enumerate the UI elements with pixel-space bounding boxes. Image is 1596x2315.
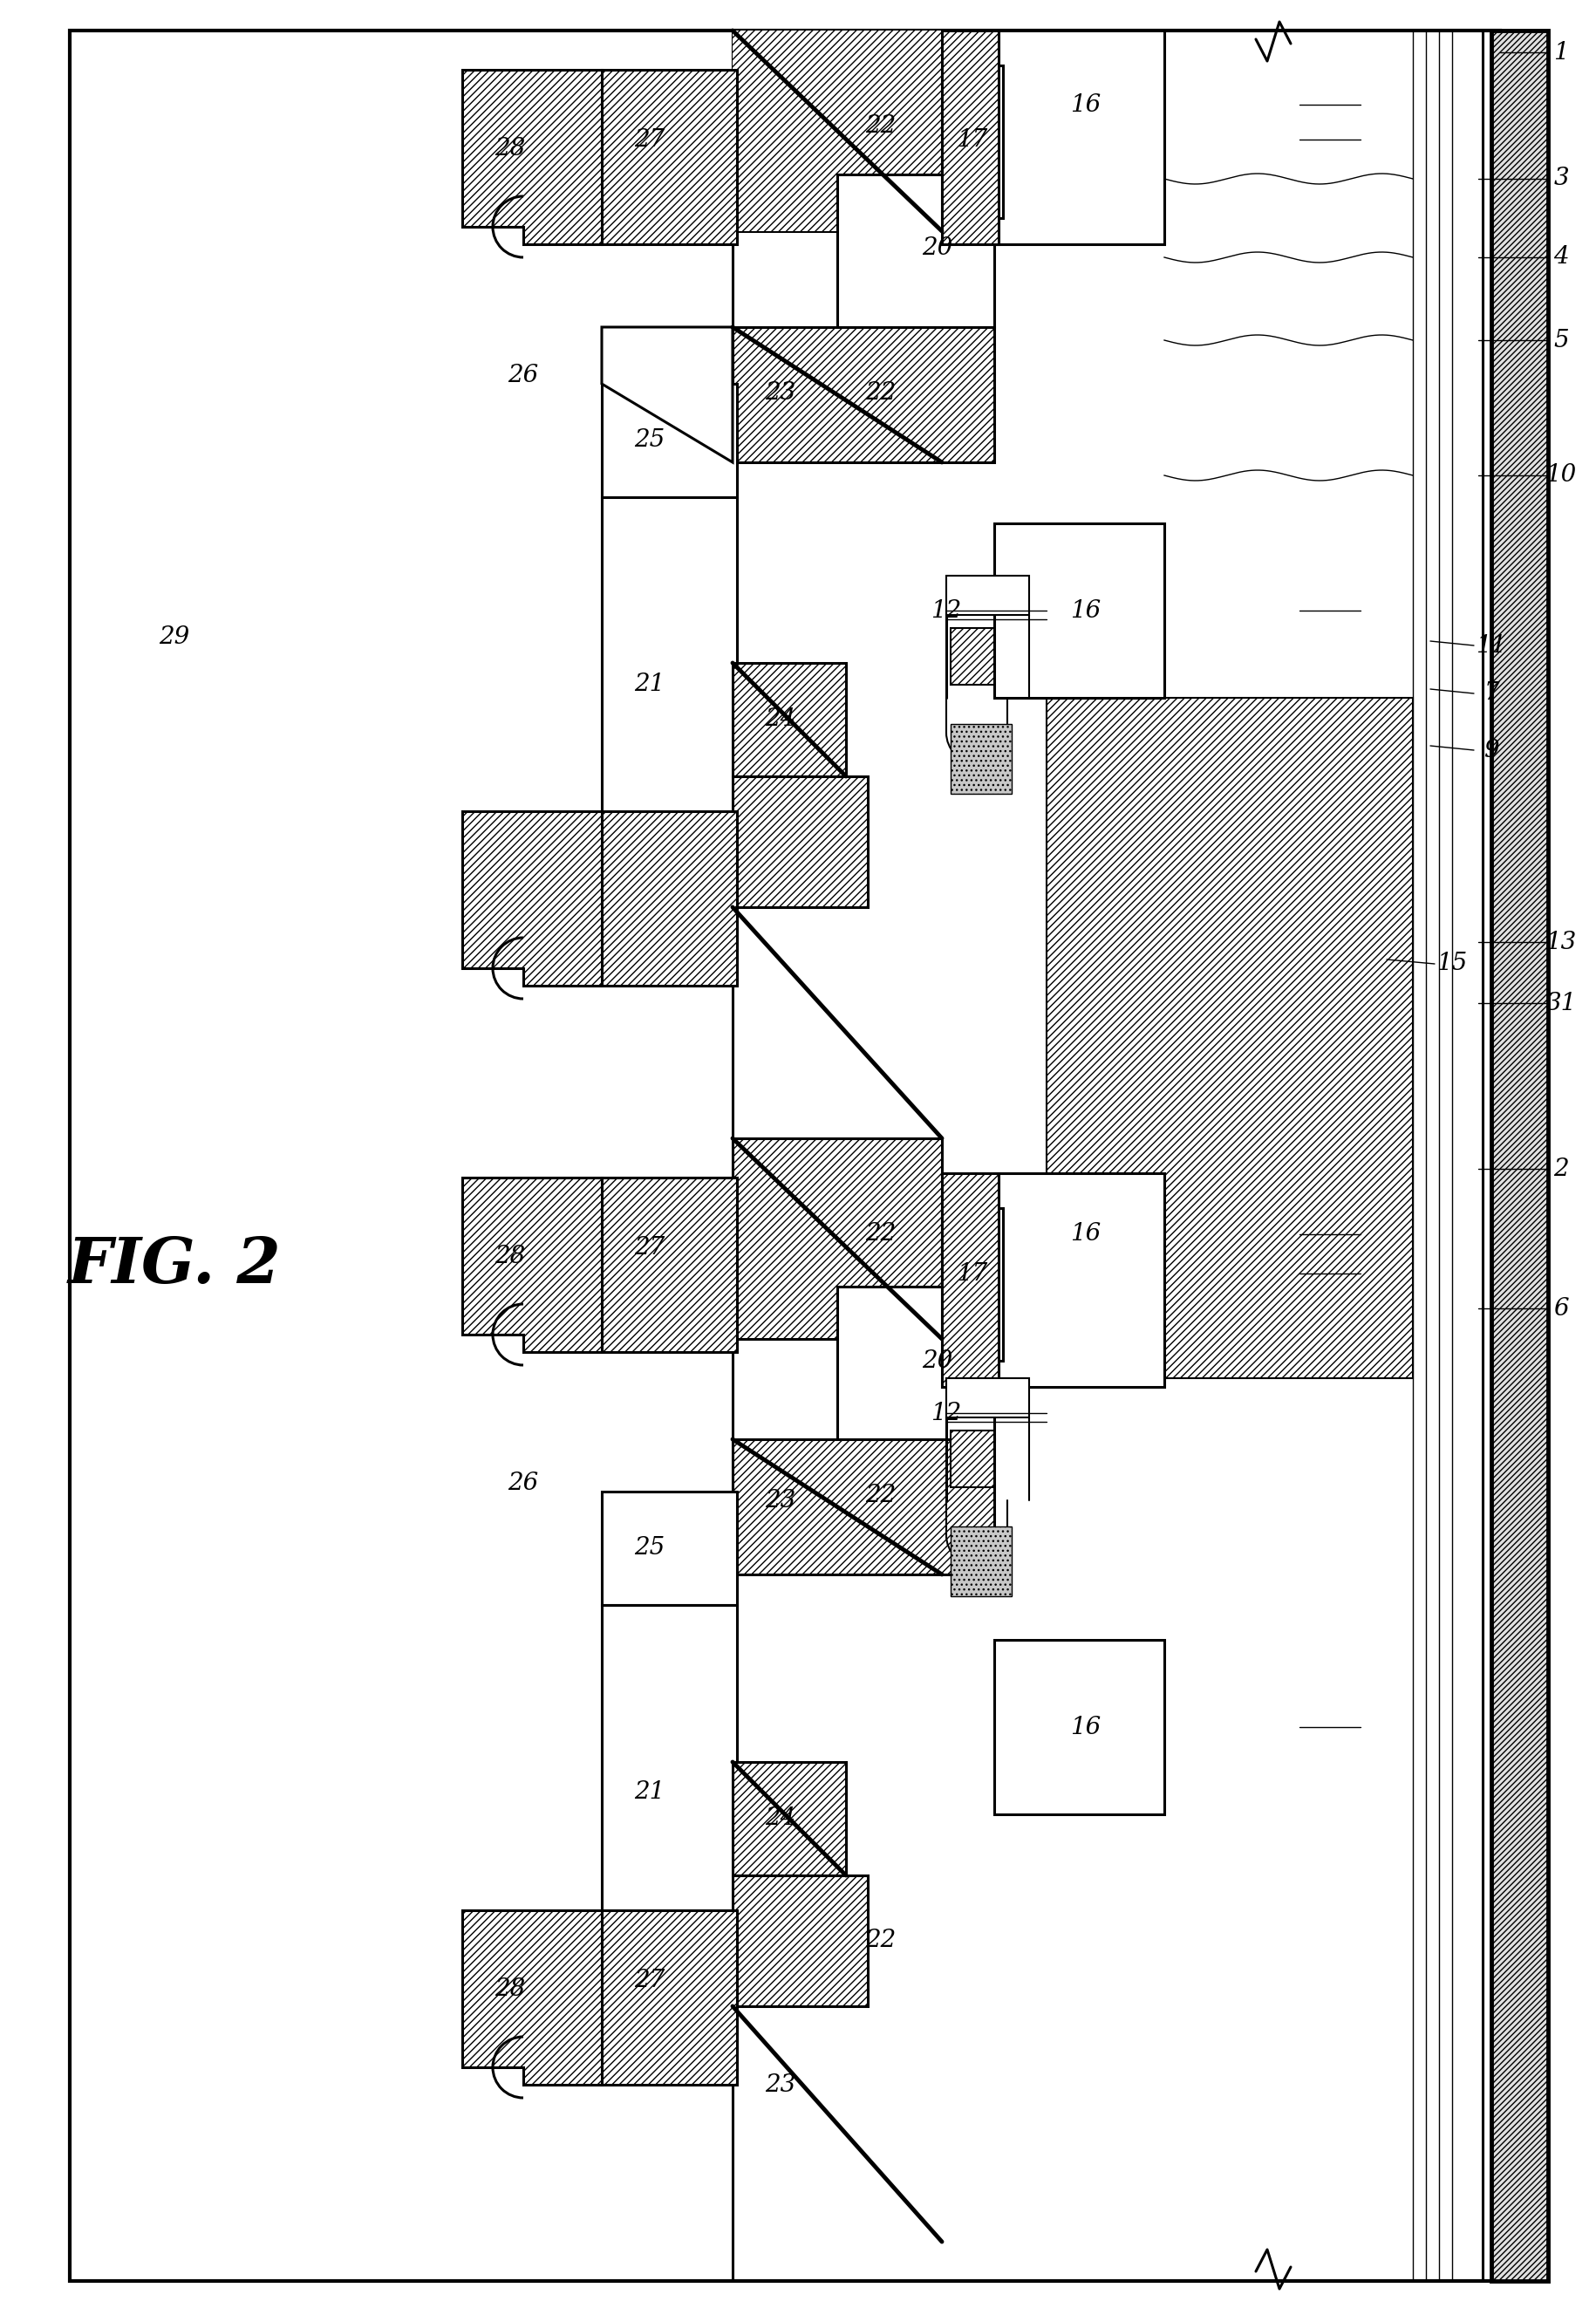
Text: 27: 27	[634, 127, 666, 150]
Text: 17: 17	[958, 127, 988, 150]
Bar	[733, 776, 868, 907]
Bar	[602, 1604, 737, 1979]
Text: 2: 2	[1553, 1158, 1569, 1181]
Text: 28: 28	[495, 137, 525, 160]
Bar	[838, 1287, 994, 1440]
Text: 16: 16	[1071, 1222, 1101, 1245]
Text: 26: 26	[508, 1470, 539, 1495]
Text: 4: 4	[1553, 245, 1569, 269]
Text: 28: 28	[495, 1977, 525, 2000]
Bar	[994, 1639, 1165, 1815]
Bar	[1047, 697, 1412, 1377]
Text: 25: 25	[634, 1537, 666, 1560]
Bar	[733, 1875, 868, 2007]
Text: 27: 27	[634, 1968, 666, 1991]
Polygon shape	[463, 1178, 602, 1352]
Bar	[733, 1139, 942, 1338]
Text: 20: 20	[922, 1350, 953, 1373]
Text: 11: 11	[1476, 634, 1507, 657]
Text: 24: 24	[764, 1808, 796, 1831]
Polygon shape	[463, 69, 602, 245]
Bar	[733, 662, 846, 776]
Text: 24: 24	[764, 708, 796, 732]
Bar	[942, 1208, 1002, 1361]
Text: 22: 22	[865, 1484, 897, 1507]
Bar	[951, 627, 994, 685]
Bar	[602, 498, 737, 873]
Text: 21: 21	[634, 674, 666, 697]
Text: 20: 20	[922, 236, 953, 259]
Bar	[994, 30, 1165, 245]
Bar	[946, 576, 1029, 616]
Text: 16: 16	[1071, 93, 1101, 116]
Text: 15: 15	[1436, 951, 1467, 975]
Text: 12: 12	[930, 600, 962, 623]
Polygon shape	[463, 1910, 602, 2086]
Text: 16: 16	[1071, 1715, 1101, 1739]
Bar	[602, 810, 737, 986]
Bar	[733, 1762, 846, 1875]
Text: 7: 7	[1484, 681, 1499, 706]
Bar	[946, 1377, 1029, 1417]
Text: 3: 3	[1553, 167, 1569, 190]
Text: 16: 16	[1071, 600, 1101, 623]
Text: 26: 26	[508, 363, 539, 387]
Text: 6: 6	[1553, 1296, 1569, 1320]
Bar	[951, 725, 1012, 794]
Polygon shape	[463, 810, 602, 986]
Bar	[942, 1174, 999, 1387]
Bar	[942, 30, 999, 245]
Text: 28: 28	[495, 1243, 525, 1269]
Bar	[951, 1526, 1012, 1597]
Bar	[942, 65, 1002, 218]
Polygon shape	[602, 326, 733, 463]
Bar	[838, 174, 994, 326]
Text: 27: 27	[634, 1236, 666, 1259]
Text: 17: 17	[958, 1262, 988, 1285]
Bar	[994, 523, 1165, 697]
Bar	[994, 1174, 1165, 1387]
Bar	[1491, 30, 1548, 2280]
Text: 22: 22	[865, 116, 897, 139]
Text: 22: 22	[865, 1222, 897, 1245]
Text: 29: 29	[160, 625, 190, 648]
Text: 23: 23	[764, 380, 796, 405]
Bar	[733, 1440, 994, 1574]
Text: 31: 31	[1547, 991, 1577, 1014]
Bar	[602, 384, 737, 498]
Bar	[602, 1491, 737, 1604]
Text: 23: 23	[764, 2072, 796, 2097]
Text: 5: 5	[1553, 329, 1569, 352]
Text: 23: 23	[764, 1489, 796, 1512]
Polygon shape	[733, 30, 942, 232]
Bar	[602, 1178, 737, 1352]
Bar	[733, 326, 994, 463]
Text: FIG. 2: FIG. 2	[67, 1234, 281, 1296]
Text: 9: 9	[1484, 738, 1499, 762]
Bar	[951, 1431, 994, 1486]
Text: 25: 25	[634, 428, 666, 451]
Bar	[733, 30, 942, 232]
Text: 22: 22	[865, 380, 897, 405]
Bar	[602, 69, 737, 245]
Text: 1: 1	[1553, 42, 1569, 65]
Text: 12: 12	[930, 1401, 962, 1424]
Text: 13: 13	[1547, 931, 1577, 954]
Bar	[70, 30, 1500, 2280]
Bar	[602, 1910, 737, 2086]
Text: 10: 10	[1547, 463, 1577, 486]
Text: 21: 21	[634, 1780, 666, 1803]
Text: 22: 22	[865, 1928, 897, 1952]
